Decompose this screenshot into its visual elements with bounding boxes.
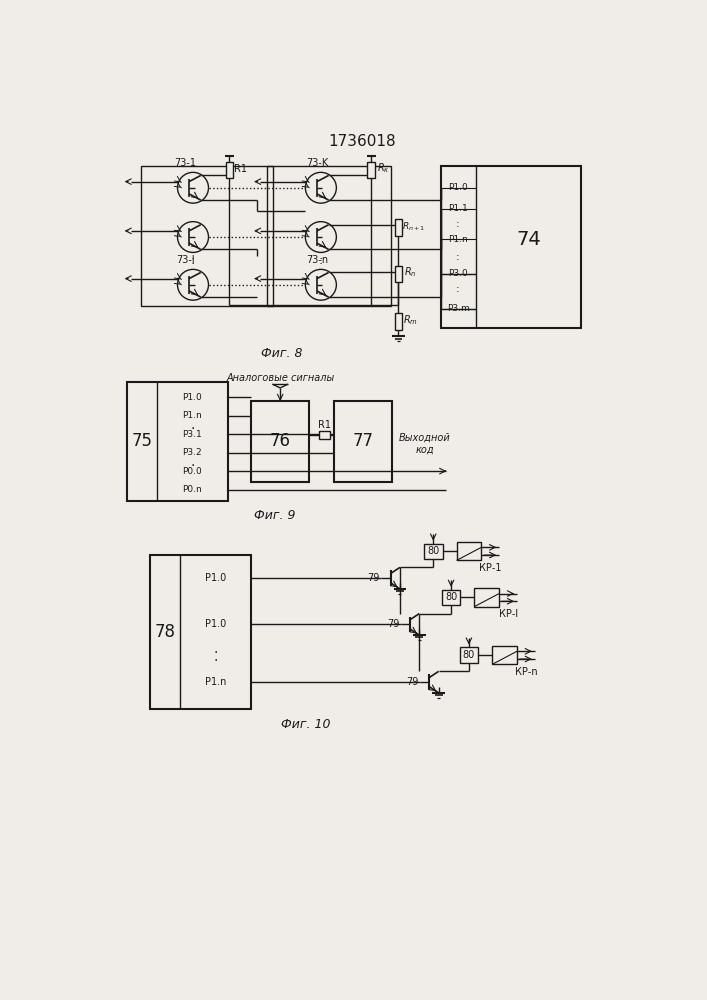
Text: P1.0: P1.0	[182, 393, 202, 402]
Text: :: :	[319, 254, 323, 267]
Text: :: :	[191, 254, 195, 267]
Text: КР-l: КР-l	[499, 609, 518, 619]
Text: .: .	[190, 418, 194, 432]
Text: $R_{n+1}$: $R_{n+1}$	[402, 220, 426, 233]
Bar	[267, 166, 391, 306]
Text: P3.1: P3.1	[182, 430, 202, 439]
Bar	[251, 401, 309, 482]
Bar	[441, 166, 580, 328]
Bar	[127, 382, 228, 501]
Text: .: .	[190, 455, 194, 469]
Text: P3.m: P3.m	[447, 304, 469, 313]
Text: 73-1: 73-1	[174, 158, 197, 168]
Bar	[368, 162, 375, 178]
Text: 73-n: 73-n	[306, 255, 328, 265]
Text: R1: R1	[234, 164, 247, 174]
Text: 80: 80	[427, 546, 439, 556]
Bar	[226, 162, 233, 178]
Text: :: :	[456, 284, 460, 294]
Text: 74: 74	[516, 230, 541, 249]
Text: .: .	[214, 642, 218, 656]
Text: $R_{\kappa}$: $R_{\kappa}$	[378, 162, 390, 175]
Text: R1: R1	[318, 420, 332, 430]
Text: Выходной: Выходной	[399, 433, 450, 443]
Text: $R_{n}$: $R_{n}$	[404, 266, 417, 279]
Text: P1.0: P1.0	[448, 183, 468, 192]
Bar	[141, 166, 273, 306]
Text: КР-1: КР-1	[479, 563, 502, 573]
Text: P1.0: P1.0	[205, 619, 226, 629]
Text: P3.0: P3.0	[448, 269, 468, 278]
Text: P1.n: P1.n	[448, 235, 468, 244]
Text: P1.n: P1.n	[205, 677, 226, 687]
Bar	[334, 401, 392, 482]
Bar	[395, 266, 402, 282]
Text: код: код	[416, 444, 434, 454]
Text: P1.1: P1.1	[448, 204, 468, 213]
Text: 79: 79	[368, 573, 380, 583]
Text: $R_{m}$: $R_{m}$	[403, 313, 419, 327]
Text: P1.0: P1.0	[205, 573, 226, 583]
Bar	[395, 219, 402, 236]
Bar	[395, 313, 402, 330]
Text: 73-l: 73-l	[176, 255, 194, 265]
Text: 1736018: 1736018	[328, 134, 396, 149]
Text: 73-K: 73-K	[306, 158, 328, 168]
Bar	[320, 431, 330, 439]
Text: 80: 80	[445, 592, 457, 602]
Text: 79: 79	[406, 677, 419, 687]
Text: 76: 76	[269, 432, 291, 450]
Text: :: :	[456, 219, 460, 229]
Text: P0.0: P0.0	[182, 467, 202, 476]
Text: 80: 80	[463, 650, 475, 660]
Text: 79: 79	[387, 619, 399, 629]
Text: 77: 77	[353, 432, 373, 450]
Bar	[460, 647, 478, 663]
Text: КР-n: КР-n	[515, 667, 537, 677]
Text: Фиг. 9: Фиг. 9	[254, 509, 295, 522]
Text: Фиг. 8: Фиг. 8	[262, 347, 303, 360]
Text: P0.n: P0.n	[182, 485, 202, 494]
Bar	[442, 590, 460, 605]
Text: P1.n: P1.n	[182, 411, 202, 420]
Text: P3.2: P3.2	[182, 448, 202, 457]
Bar	[151, 555, 251, 709]
Text: :: :	[456, 252, 460, 262]
Bar	[424, 544, 443, 559]
Text: 75: 75	[132, 432, 152, 450]
Text: 78: 78	[155, 623, 175, 641]
Text: Фиг. 10: Фиг. 10	[281, 718, 330, 731]
Text: .: .	[214, 650, 218, 664]
Text: Аналоговые сигналы: Аналоговые сигналы	[226, 373, 334, 383]
